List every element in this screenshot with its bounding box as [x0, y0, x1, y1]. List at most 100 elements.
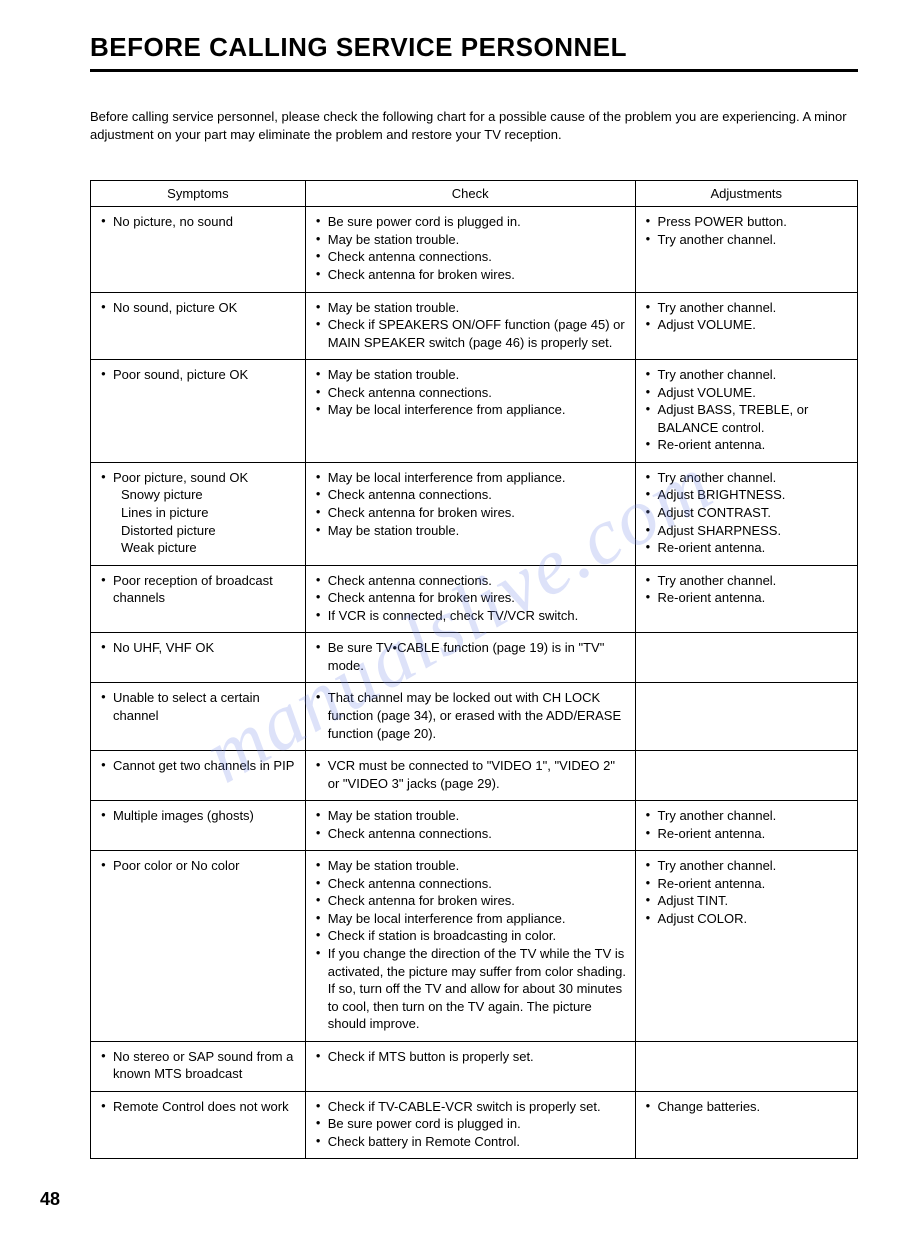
check-item: Check antenna connections.: [316, 825, 627, 843]
adjustment-list: Try another channel.Re-orient antenna.: [646, 807, 849, 842]
adjustment-item: Adjust BRIGHTNESS.: [646, 486, 849, 504]
check-item: Check antenna connections.: [316, 486, 627, 504]
header-adjustments: Adjustments: [635, 181, 857, 207]
table-row: No UHF, VHF OK Be sure TV•CABLE function …: [91, 633, 858, 683]
adjustments-cell: Press POWER button.Try another channel.: [635, 207, 857, 292]
symptoms-cell: Multiple images (ghosts): [91, 801, 306, 851]
symptom-list: Poor picture, sound OKSnowy pictureLines…: [101, 469, 297, 557]
check-cell: Check if TV-CABLE-VCR switch is properly…: [305, 1091, 635, 1159]
symptom-item: No UHF, VHF OK: [101, 639, 297, 657]
check-item: Be sure power cord is plugged in.: [316, 213, 627, 231]
adjustments-cell: Try another channel.Re-orient antenna. Ad…: [635, 851, 857, 1041]
header-check: Check: [305, 181, 635, 207]
check-list: May be station trouble.Check if SPEAKERS…: [316, 299, 627, 352]
check-item: Check if station is broadcasting in colo…: [316, 927, 627, 945]
symptom-list: No sound, picture OK: [101, 299, 297, 317]
adjustment-list: Try another channel.Adjust BRIGHTNESS.Ad…: [646, 469, 849, 557]
check-item: May be station trouble.: [316, 522, 627, 540]
adjustment-list: Try another channel.Re-orient antenna. Ad…: [646, 857, 849, 927]
adjustment-item: Try another channel.: [646, 857, 849, 875]
adjustments-cell: [635, 1041, 857, 1091]
symptom-list: Poor reception of broadcast channels: [101, 572, 297, 607]
check-list: VCR must be connected to "VIDEO 1", "VID…: [316, 757, 627, 792]
symptoms-cell: Poor sound, picture OK: [91, 360, 306, 463]
adjustment-item: Adjust VOLUME.: [646, 316, 849, 334]
check-cell: May be station trouble.Check if SPEAKERS…: [305, 292, 635, 360]
check-item: May be local interference from appliance…: [316, 401, 627, 419]
symptoms-cell: No picture, no sound: [91, 207, 306, 292]
symptom-item: Poor picture, sound OK: [101, 469, 297, 487]
table-row: No picture, no sound Be sure power cord i…: [91, 207, 858, 292]
check-item: If VCR is connected, check TV/VCR switch…: [316, 607, 627, 625]
check-item: Check antenna connections.: [316, 875, 627, 893]
symptom-item: Poor sound, picture OK: [101, 366, 297, 384]
symptom-list: Poor sound, picture OK: [101, 366, 297, 384]
check-item: May be local interference from appliance…: [316, 469, 627, 487]
check-item: Be sure power cord is plugged in.: [316, 1115, 627, 1133]
check-cell: VCR must be connected to "VIDEO 1", "VID…: [305, 751, 635, 801]
check-list: May be station trouble.Check antenna con…: [316, 807, 627, 842]
check-item: Check antenna for broken wires.: [316, 892, 627, 910]
check-cell: May be station trouble.Check antenna con…: [305, 851, 635, 1041]
check-item: That channel may be locked out with CH L…: [316, 689, 627, 742]
symptom-item: Multiple images (ghosts): [101, 807, 297, 825]
symptoms-cell: Unable to select a certain channel: [91, 683, 306, 751]
symptoms-cell: Poor picture, sound OKSnowy pictureLines…: [91, 462, 306, 565]
adjustment-item: Adjust BASS, TREBLE, or BALANCE control.: [646, 401, 849, 436]
symptom-item: Unable to select a certain channel: [101, 689, 297, 724]
adjustments-cell: [635, 683, 857, 751]
adjustment-list: Try another channel.Re-orient antenna.: [646, 572, 849, 607]
adjustment-list: Try another channel.Adjust VOLUME.: [646, 299, 849, 334]
symptoms-cell: Remote Control does not work: [91, 1091, 306, 1159]
check-item: Check if TV-CABLE-VCR switch is properly…: [316, 1098, 627, 1116]
table-row: Unable to select a certain channel That c…: [91, 683, 858, 751]
table-row: Poor reception of broadcast channels Chec…: [91, 565, 858, 633]
check-list: Check antenna connections.Check antenna …: [316, 572, 627, 625]
check-item: If you change the direction of the TV wh…: [316, 945, 627, 1033]
check-item: May be local interference from appliance…: [316, 910, 627, 928]
adjustment-item: Adjust COLOR.: [646, 910, 849, 928]
check-cell: Check antenna connections.Check antenna …: [305, 565, 635, 633]
check-cell: May be station trouble.Check antenna con…: [305, 360, 635, 463]
symptom-list: No picture, no sound: [101, 213, 297, 231]
check-item: Check battery in Remote Control.: [316, 1133, 627, 1151]
symptom-list: No UHF, VHF OK: [101, 639, 297, 657]
symptom-item: Weak picture: [101, 539, 297, 557]
check-item: Check antenna for broken wires.: [316, 266, 627, 284]
symptom-list: Poor color or No color: [101, 857, 297, 875]
symptoms-cell: Poor color or No color: [91, 851, 306, 1041]
intro-text: Before calling service personnel, please…: [90, 108, 858, 144]
adjustments-cell: [635, 751, 857, 801]
check-item: Check antenna connections.: [316, 248, 627, 266]
check-cell: May be station trouble.Check antenna con…: [305, 801, 635, 851]
troubleshooting-table: Symptoms Check Adjustments No picture, n…: [90, 180, 858, 1159]
check-list: May be station trouble.Check antenna con…: [316, 366, 627, 419]
adjustments-cell: [635, 633, 857, 683]
check-cell: May be local interference from appliance…: [305, 462, 635, 565]
symptoms-cell: Cannot get two channels in PIP: [91, 751, 306, 801]
check-item: May be station trouble.: [316, 857, 627, 875]
table-row: Cannot get two channels in PIP VCR must b…: [91, 751, 858, 801]
adjustments-cell: Change batteries.: [635, 1091, 857, 1159]
adjustments-cell: Try another channel.Re-orient antenna.: [635, 565, 857, 633]
check-list: Be sure TV•CABLE function (page 19) is i…: [316, 639, 627, 674]
adjustment-item: Re-orient antenna.: [646, 436, 849, 454]
check-item: May be station trouble.: [316, 807, 627, 825]
symptom-list: Multiple images (ghosts): [101, 807, 297, 825]
check-item: Check if MTS button is properly set.: [316, 1048, 627, 1066]
adjustments-cell: Try another channel.Re-orient antenna.: [635, 801, 857, 851]
table-header-row: Symptoms Check Adjustments: [91, 181, 858, 207]
table-row: Remote Control does not work Check if TV-…: [91, 1091, 858, 1159]
adjustment-list: Press POWER button.Try another channel.: [646, 213, 849, 248]
adjustment-item: Press POWER button.: [646, 213, 849, 231]
table-row: No stereo or SAP sound from a known MTS …: [91, 1041, 858, 1091]
check-list: Be sure power cord is plugged in.May be …: [316, 213, 627, 283]
symptom-item: Poor reception of broadcast channels: [101, 572, 297, 607]
symptom-item: Lines in picture: [101, 504, 297, 522]
adjustment-item: Re-orient antenna.: [646, 875, 849, 893]
adjustment-item: Adjust CONTRAST.: [646, 504, 849, 522]
symptoms-cell: No UHF, VHF OK: [91, 633, 306, 683]
header-symptoms: Symptoms: [91, 181, 306, 207]
adjustment-item: Re-orient antenna.: [646, 539, 849, 557]
symptom-list: No stereo or SAP sound from a known MTS …: [101, 1048, 297, 1083]
